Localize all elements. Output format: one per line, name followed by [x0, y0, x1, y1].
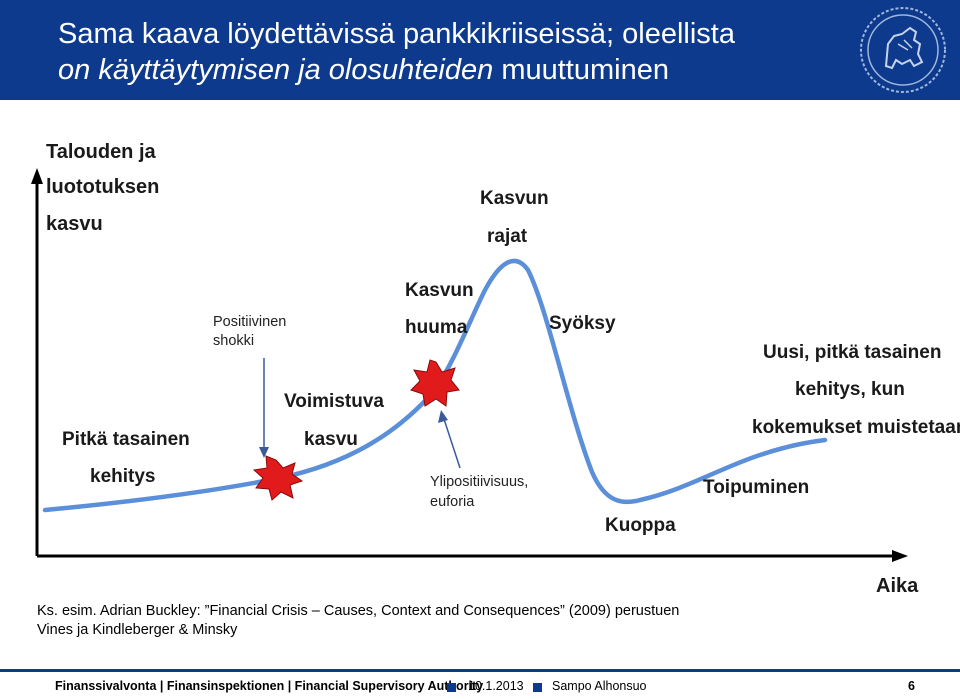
phase-label-new-steady-line-3: kokemukset muistetaan	[752, 417, 960, 438]
annotation-positive-shock: Positiivinen shokki	[213, 314, 290, 349]
y-axis-arrow-icon	[31, 168, 43, 184]
title-italic-part: on käyttäytymisen ja olosuhteiden	[58, 54, 494, 86]
phase-label-growth-frenzy-line-2: huuma	[405, 317, 468, 338]
reference-line-2: Vines ja Kindleberger & Minsky	[37, 622, 238, 638]
phase-label-new-steady: Uusi, pitkä tasainen kehitys, kun kokemu…	[752, 342, 960, 438]
slide-footer: Finanssivalvonta | Finansinspektionen | …	[0, 669, 960, 699]
annotation-over-optimism-line-2: euforia	[430, 494, 475, 510]
page-number: 6	[908, 679, 915, 693]
x-axis-label: Aika	[876, 575, 919, 597]
euphoria-burst-icon	[410, 359, 460, 407]
phase-label-long-steady-line-1: Pitkä tasainen	[62, 429, 190, 450]
phase-label-long-steady-line-2: kehitys	[90, 466, 155, 487]
phase-label-growth-limits-line-1: Kasvun	[480, 188, 549, 209]
title-line-2: on käyttäytymisen ja olosuhteiden muuttu…	[58, 52, 848, 88]
finnish-lion-emblem-icon	[860, 7, 946, 93]
footer-author: Sampo Alhonsuo	[552, 679, 647, 693]
annotation-positive-shock-line-1: Positiivinen	[213, 314, 286, 330]
reference-line-1: Ks. esim. Adrian Buckley: ”Financial Cri…	[37, 603, 680, 619]
annotation-over-optimism: Ylipositiivisuus, euforia	[430, 474, 532, 510]
phase-label-new-steady-line-2: kehitys, kun	[795, 379, 905, 400]
phase-label-pit: Kuoppa	[605, 515, 676, 536]
title-line-1: Sama kaava löydettävissä pankkikriiseiss…	[58, 18, 735, 50]
phase-label-growth-frenzy-line-1: Kasvun	[405, 280, 474, 301]
footer-square-icon	[447, 683, 456, 692]
phase-label-strong-growth: Voimistuva kasvu	[284, 391, 389, 450]
shock-arrowhead-icon	[259, 447, 269, 458]
euphoria-arrow	[442, 415, 461, 469]
phase-label-growth-limits: Kasvun rajat	[480, 188, 554, 247]
crisis-cycle-diagram: Talouden ja luototuksen kasvu Aika Pitkä…	[31, 141, 960, 597]
x-axis-arrow-icon	[892, 550, 908, 562]
y-axis-label-line-2: luototuksen	[46, 176, 159, 198]
footer-date: 10.1.2013	[468, 679, 524, 693]
phase-label-growth-limits-line-2: rajat	[487, 226, 528, 247]
annotation-positive-shock-line-2: shokki	[213, 333, 254, 349]
euphoria-arrowhead-icon	[438, 410, 448, 423]
source-reference: Ks. esim. Adrian Buckley: ”Financial Cri…	[37, 602, 937, 640]
phase-label-strong-growth-line-2: kasvu	[304, 429, 358, 450]
phase-label-long-steady: Pitkä tasainen kehitys	[62, 429, 195, 487]
phase-label-growth-frenzy: Kasvun huuma	[405, 280, 479, 338]
annotation-over-optimism-line-1: Ylipositiivisuus,	[430, 474, 528, 490]
y-axis-label: Talouden ja luototuksen kasvu	[46, 141, 165, 235]
footer-square-icon	[533, 683, 542, 692]
y-axis-label-line-3: kasvu	[46, 213, 103, 235]
phase-label-new-steady-line-1: Uusi, pitkä tasainen	[763, 342, 941, 363]
phase-label-recovery: Toipuminen	[703, 477, 809, 498]
y-axis-label-line-1: Talouden ja	[46, 141, 157, 163]
phase-label-plunge: Syöksy	[549, 313, 616, 334]
slide-header: Sama kaava löydettävissä pankkikriiseiss…	[0, 0, 960, 100]
shock-burst-icon	[252, 455, 304, 501]
title-rest-part: muuttuminen	[493, 54, 669, 86]
slide-title: Sama kaava löydettävissä pankkikriiseiss…	[58, 16, 848, 88]
footer-organization: Finanssivalvonta | Finansinspektionen | …	[55, 679, 484, 693]
phase-label-strong-growth-line-1: Voimistuva	[284, 391, 384, 412]
